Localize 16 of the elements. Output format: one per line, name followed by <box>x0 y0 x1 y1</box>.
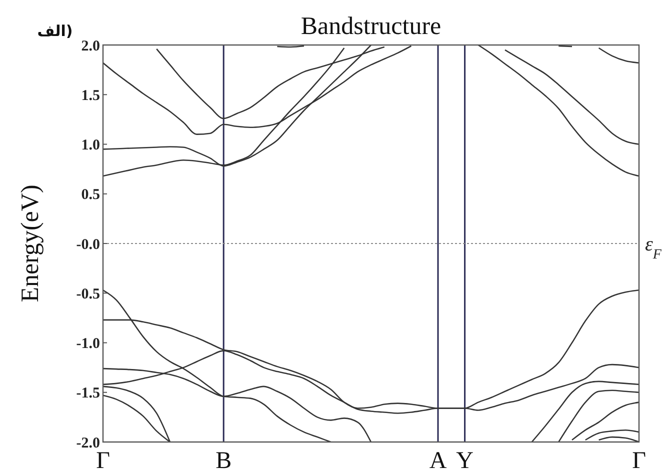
x-tick-label: A <box>429 448 448 474</box>
y-tick-label: 1.5 <box>81 88 100 104</box>
ref-line-label: ε$_{F}$ <box>645 234 662 262</box>
y-tick-label: 1.0 <box>81 138 100 154</box>
x-tick-label: B <box>216 448 232 474</box>
chart-title: Bandstructure <box>300 13 442 40</box>
x-tick-label: Γ <box>632 448 646 474</box>
y-tick-label: -1.0 <box>76 336 100 352</box>
y-tick-label: -0.5 <box>76 286 100 302</box>
y-axis-title: Energy(eV) <box>17 184 44 302</box>
y-tick-label: 0.5 <box>81 187 100 204</box>
y-tick-label: -1.5 <box>76 386 100 402</box>
y-tick-label: 2.0 <box>81 38 100 54</box>
y-tick-label: -0.0 <box>76 236 100 253</box>
text: الف) <box>37 22 73 40</box>
x-tick-label: Y <box>456 448 474 474</box>
